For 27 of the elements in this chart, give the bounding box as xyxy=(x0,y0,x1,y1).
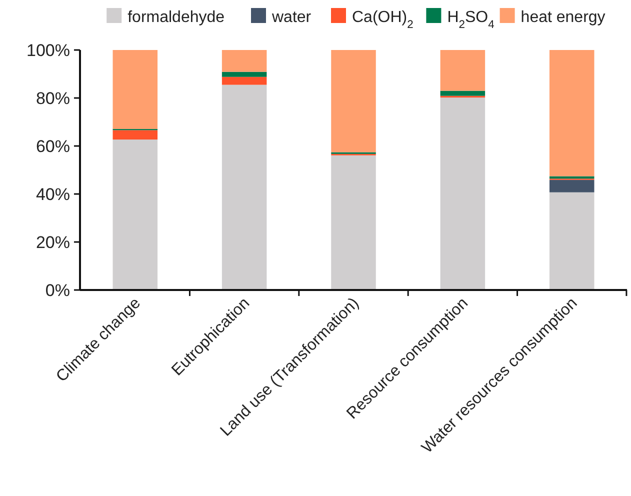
y-tick-label: 60% xyxy=(36,136,70,156)
legend-label: formaldehyde xyxy=(128,9,225,26)
bar xyxy=(549,50,594,176)
bar xyxy=(222,50,267,72)
bar xyxy=(112,130,158,140)
bar xyxy=(331,50,376,152)
bar xyxy=(112,140,158,290)
legend-label: Ca(OH)$_{2}$ xyxy=(352,9,414,31)
bar xyxy=(222,84,267,290)
bar xyxy=(440,90,486,96)
bar xyxy=(549,176,594,179)
legend-label: water xyxy=(271,9,312,26)
bar xyxy=(440,98,486,290)
bar xyxy=(549,180,594,192)
bar xyxy=(440,50,486,91)
legend-label: H$_{2}$SO$_{4}$ xyxy=(447,9,494,31)
legend-label: heat energy xyxy=(520,9,606,26)
y-tick-label: 40% xyxy=(36,184,70,204)
y-tick-label: 80% xyxy=(36,88,70,108)
bar xyxy=(112,50,158,129)
y-tick-label: 0% xyxy=(45,280,70,300)
bar xyxy=(549,192,594,290)
bar xyxy=(222,76,267,85)
bar xyxy=(222,72,267,77)
y-tick-label: 20% xyxy=(36,232,70,252)
y-tick-label: 100% xyxy=(26,40,70,60)
bar xyxy=(331,155,376,290)
